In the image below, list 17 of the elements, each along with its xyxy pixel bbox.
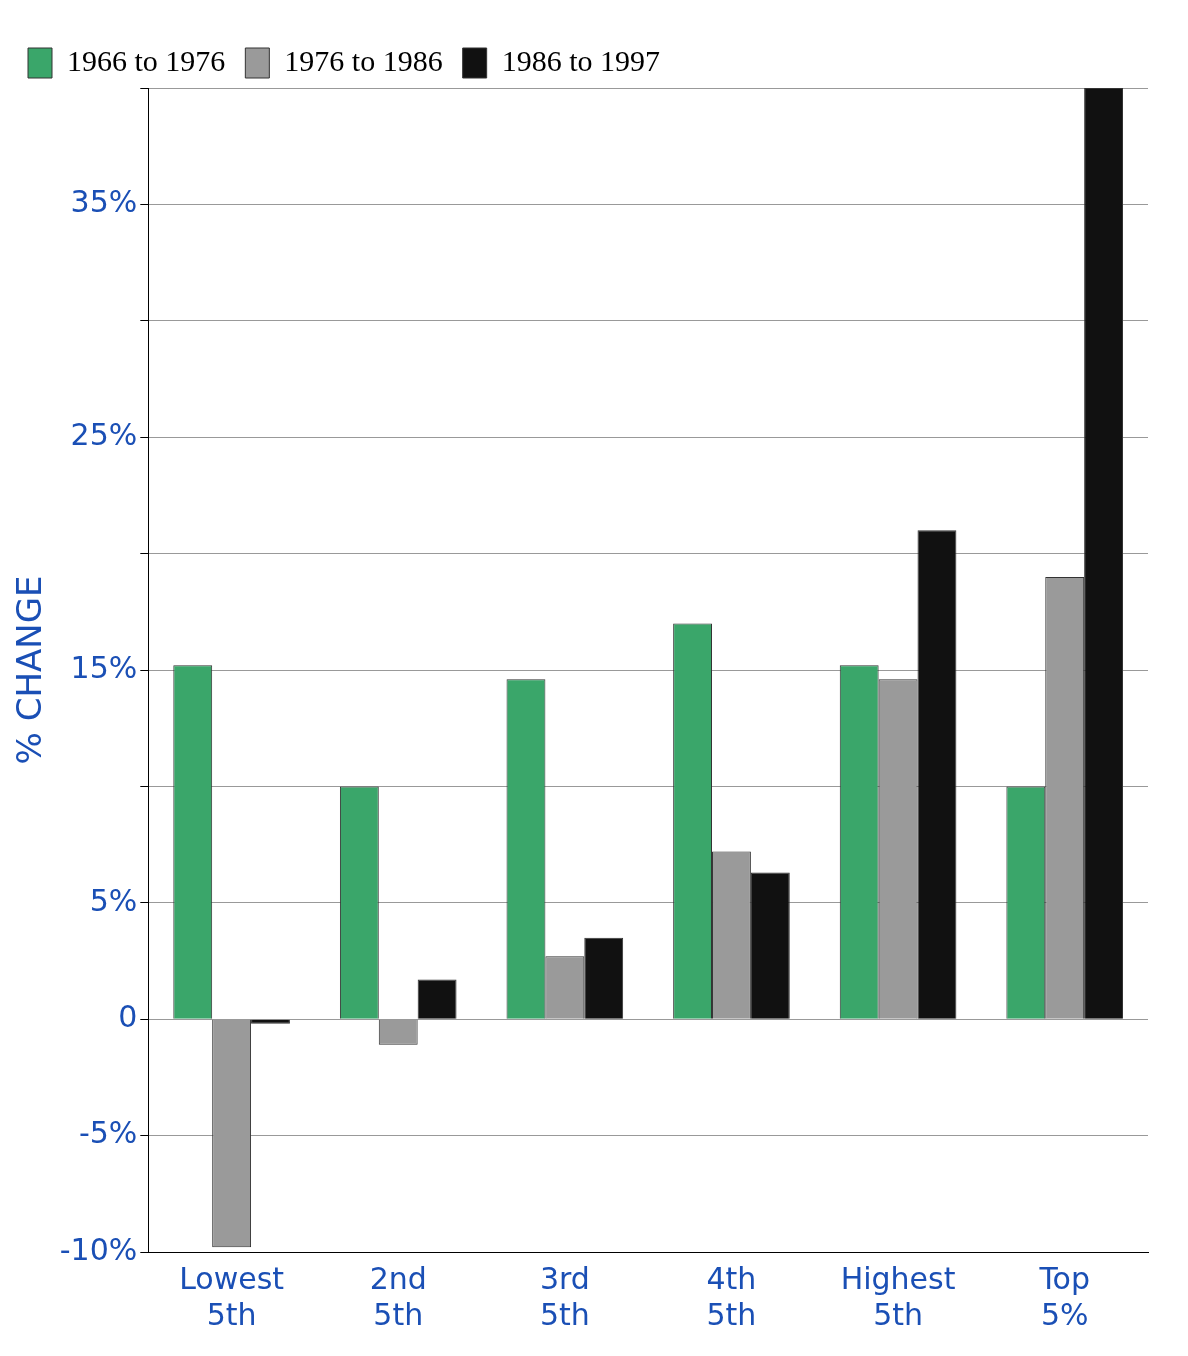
x-tick-label: Lowest 5th <box>179 1260 285 1332</box>
legend-label: 1986 to 1997 <box>501 43 661 77</box>
y-axis-title: % CHANGE <box>9 575 50 765</box>
y-tick-label: -5% <box>78 1115 138 1151</box>
x-tick-label: 2nd 5th <box>369 1260 427 1332</box>
y-tick-label: 25% <box>70 417 138 452</box>
y-tick-label: -10% <box>59 1231 138 1267</box>
x-tick-label: Highest 5th <box>840 1260 956 1332</box>
y-tick-label: 15% <box>70 649 138 685</box>
y-tick-label: 35% <box>70 184 138 220</box>
legend-label: 1966 to 1976 <box>67 43 226 77</box>
x-tick-label: 4th 5th <box>706 1260 757 1332</box>
y-tick-label: 0 <box>118 999 138 1034</box>
y-tick-label: 5% <box>89 882 138 918</box>
x-tick-label: 3rd 5th <box>539 1260 590 1332</box>
x-tick-label: Top 5% <box>1038 1260 1090 1332</box>
legend-label: 1976 to 1986 <box>284 43 443 77</box>
